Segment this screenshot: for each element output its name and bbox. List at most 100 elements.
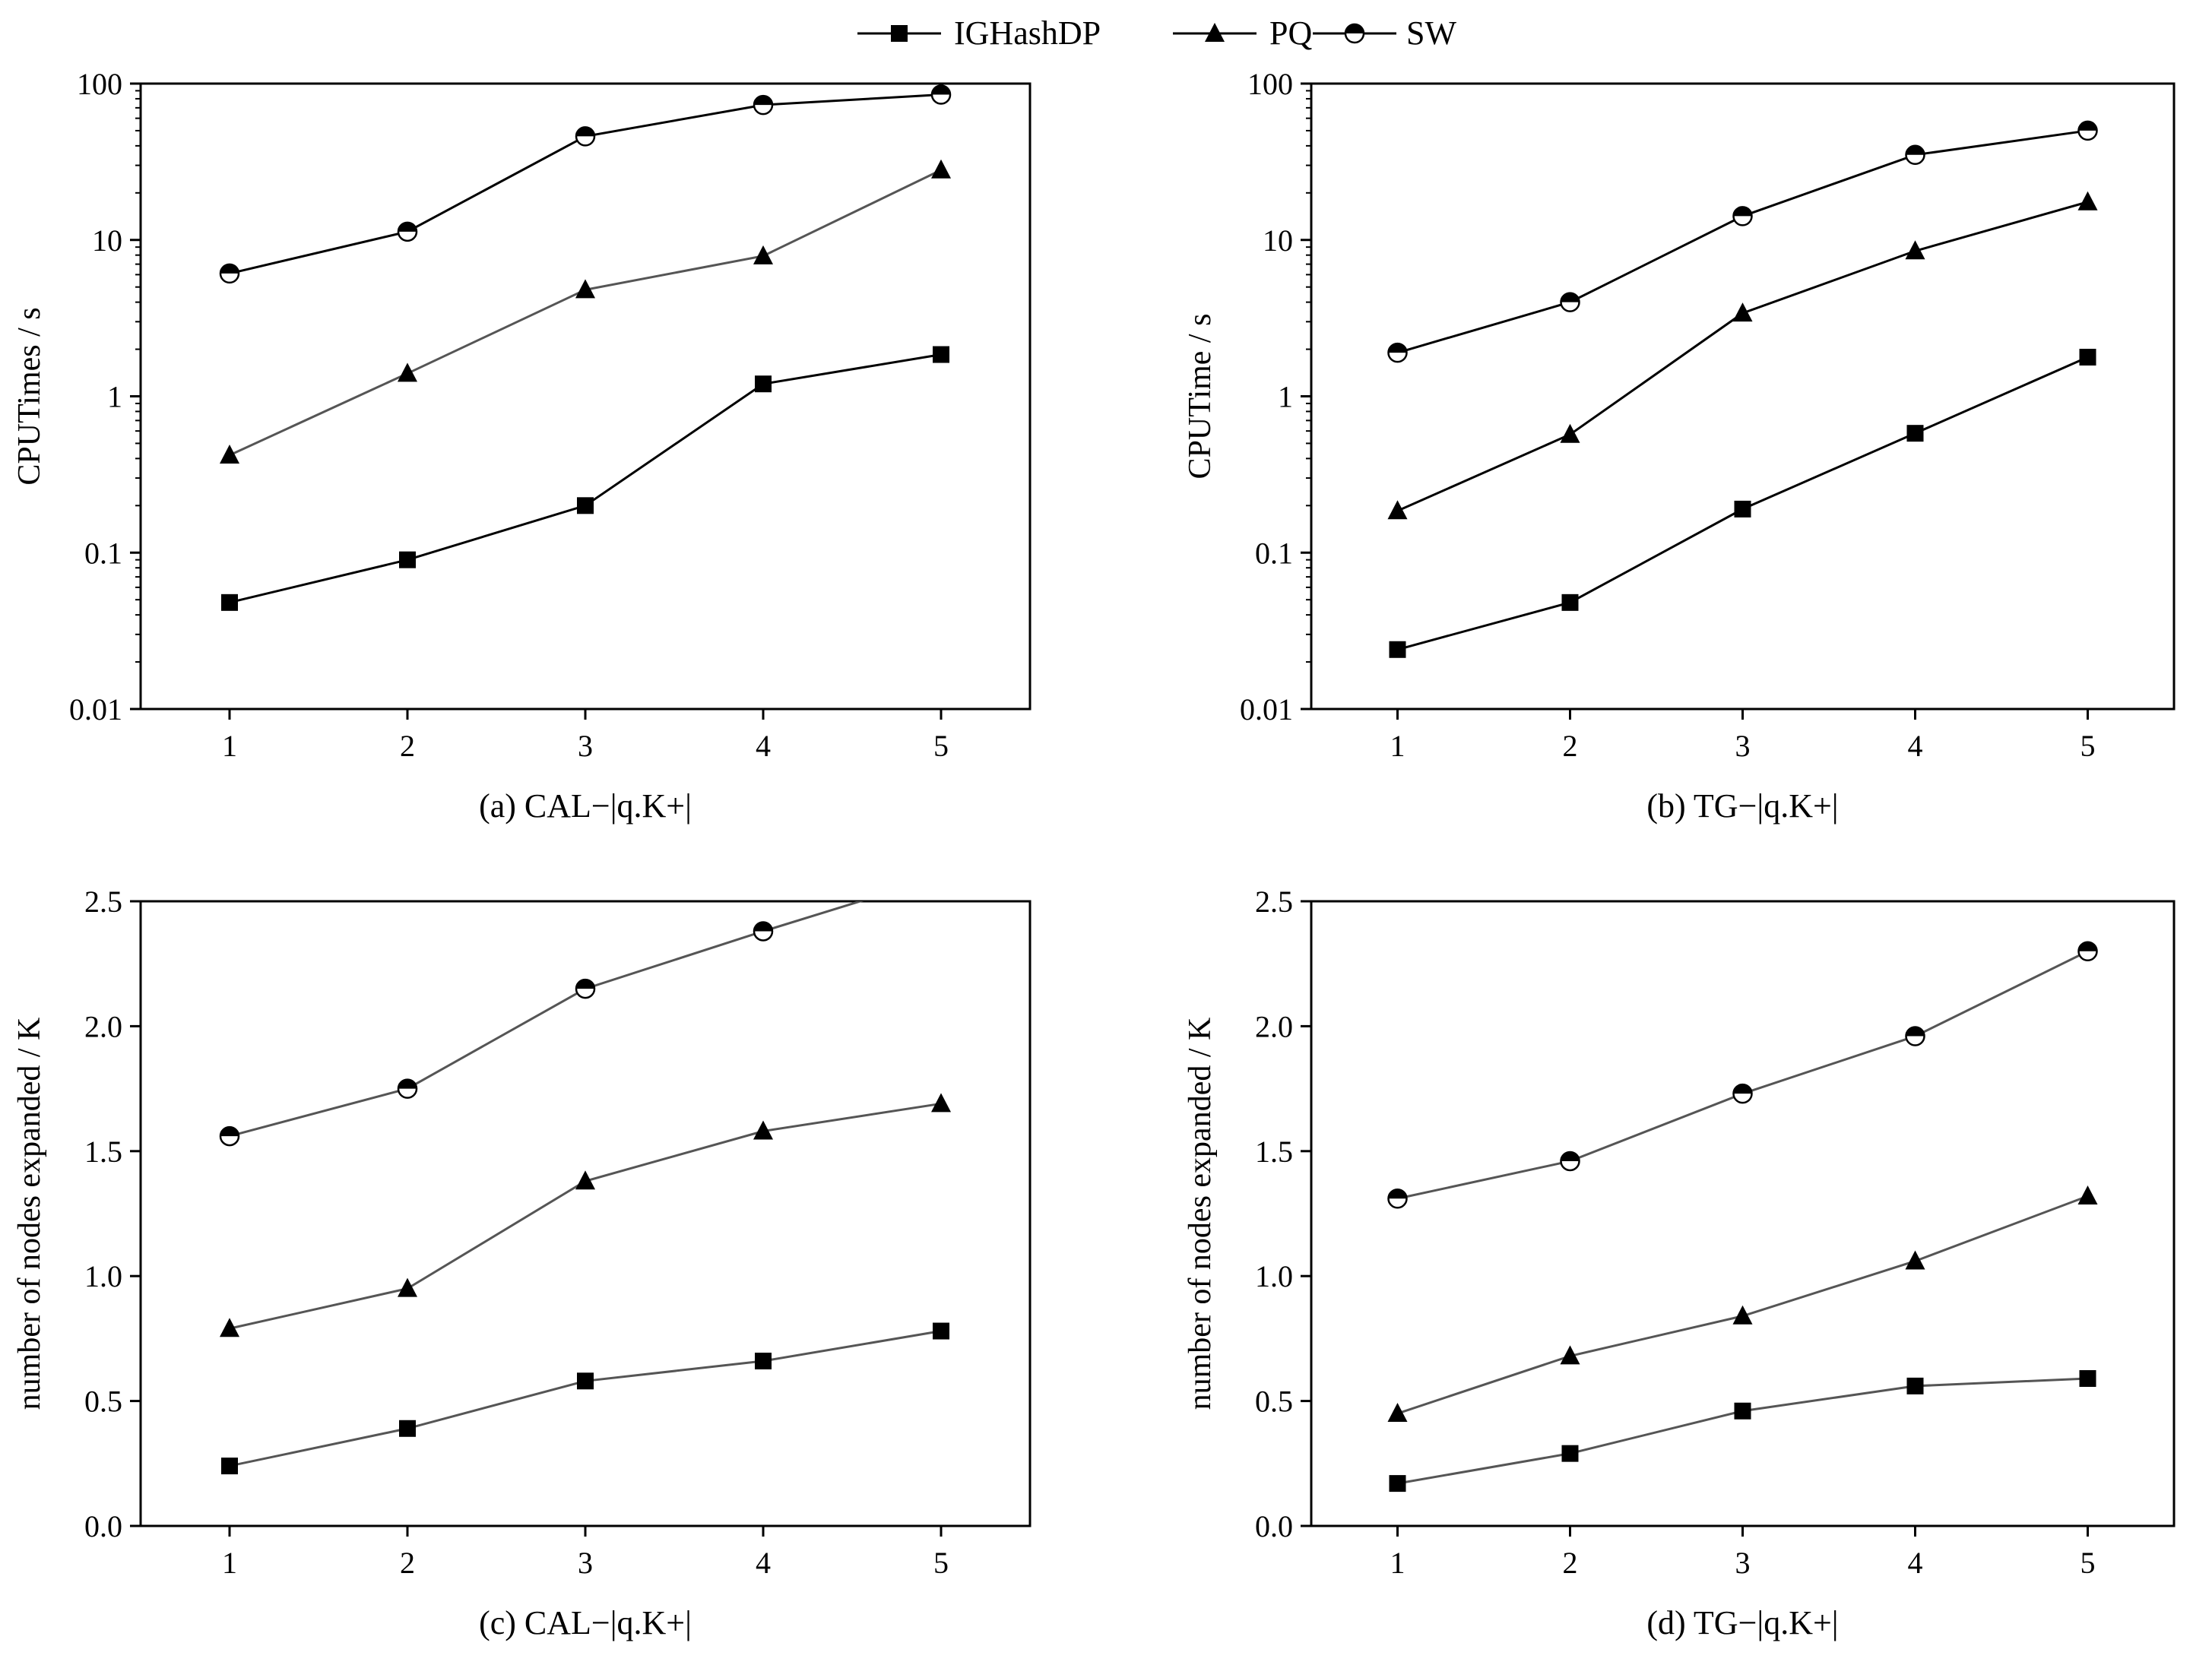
- data-point-sw: [753, 94, 774, 116]
- series-line-sw: [229, 901, 864, 1138]
- panel-d: 0.0 0.5 1.0 1.5 2.0 2.5 1 2 3 4 5 number of nodes e…: [1183, 885, 2176, 1641]
- y-tick-label: 10: [92, 223, 122, 258]
- data-point-sw: [575, 126, 596, 147]
- y-tick-label: 1.0: [1255, 1259, 1293, 1293]
- data-point-ighashdp: [221, 1458, 238, 1475]
- data-point-sw: [397, 1078, 418, 1099]
- legend-item-ighashdp: IGHashDP: [857, 14, 1101, 52]
- y-axis-title: CPUTimes / s: [12, 307, 47, 485]
- data-point-ighashdp: [1561, 594, 1579, 611]
- y-tick-label: 100: [1247, 67, 1293, 101]
- data-point-sw: [1560, 1151, 1580, 1172]
- panel-caption: (c) CAL−|q.K+|: [479, 1604, 692, 1641]
- data-point-pq: [575, 279, 595, 299]
- data-point-sw: [930, 84, 952, 105]
- y-tick-label: 2.5: [1255, 885, 1293, 919]
- data-point-ighashdp: [1561, 1445, 1579, 1462]
- series-line-pq: [1396, 201, 2088, 512]
- y-tick-label: 0.01: [1240, 692, 1293, 726]
- series-line-sw: [1397, 950, 2089, 1200]
- x-tick-label: 4: [1908, 729, 1923, 763]
- x-tick-label: 4: [756, 729, 771, 763]
- legend: IGHashDP PQ SW: [857, 14, 1456, 52]
- x-tick-label: 5: [2080, 1546, 2096, 1580]
- y-tick-label: 0.1: [84, 536, 122, 570]
- panel-b: 0.01 0.1 1 10 100 1 2 3 4 5 CPUTime / s (b) TG−|q.K…: [1183, 67, 2176, 825]
- data-point-ighashdp: [1906, 1377, 1924, 1394]
- data-point-ighashdp: [755, 1352, 772, 1369]
- data-point-pq: [2077, 191, 2098, 210]
- series-line-sw: [229, 93, 942, 275]
- marker-layer: [219, 921, 951, 1475]
- data-point-ighashdp: [933, 1322, 949, 1340]
- panel-caption: (a) CAL−|q.K+|: [479, 787, 692, 825]
- x-tick-label: 2: [1563, 729, 1578, 763]
- data-point-sw: [2077, 120, 2098, 141]
- y-tick-label: 0.5: [1255, 1385, 1293, 1419]
- data-point-ighashdp: [933, 346, 949, 363]
- legend-label: IGHashDP: [954, 14, 1101, 52]
- x-tick-label: 3: [1735, 729, 1751, 763]
- y-tick-label: 2.0: [84, 1009, 122, 1043]
- y-tick-label: 1: [1278, 380, 1293, 414]
- legend-item-pq: PQ: [1173, 14, 1312, 52]
- panel-caption: (b) TG−|q.K+|: [1646, 787, 1838, 825]
- data-point-pq: [575, 1170, 595, 1190]
- data-point-sw: [1732, 1083, 1753, 1104]
- data-point-sw: [753, 921, 774, 942]
- marker-layer: [1387, 120, 2098, 658]
- y-tick-label: 2.5: [84, 885, 122, 919]
- data-point-ighashdp: [1734, 500, 1751, 518]
- legend-item-sw: SW: [1313, 14, 1456, 52]
- y-tick-label: 0.1: [1255, 536, 1293, 570]
- y-tick-label: 1.5: [84, 1135, 122, 1169]
- y-tick-label: 0.5: [84, 1385, 122, 1419]
- y-tick-label: 10: [1263, 223, 1293, 258]
- x-tick-label: 4: [756, 1546, 771, 1580]
- data-point-pq: [931, 159, 951, 179]
- data-point-sw: [1560, 292, 1580, 312]
- x-tick-label: 3: [578, 729, 593, 763]
- data-point-pq: [1732, 302, 1753, 322]
- data-point-sw: [219, 1125, 240, 1147]
- data-point-pq: [1560, 423, 1580, 443]
- x-tick-label: 5: [2080, 729, 2096, 763]
- x-tick-label: 4: [1908, 1546, 1923, 1580]
- data-point-ighashdp: [1389, 1475, 1406, 1492]
- data-point-pq: [220, 445, 239, 464]
- panel-a: 0.01 0.1 1 10 100 1 2 3 4 5 CPUTimes / s (a) CAL−|q…: [12, 67, 1032, 825]
- x-tick-label: 1: [222, 729, 237, 763]
- y-axis-title: CPUTime / s: [1183, 314, 1218, 480]
- data-point-sw: [575, 978, 596, 999]
- legend-label: SW: [1406, 14, 1456, 52]
- y-tick-label: 1: [107, 380, 122, 414]
- x-tick-label: 1: [222, 1546, 237, 1580]
- legend-label: PQ: [1269, 14, 1312, 52]
- data-point-sw: [1732, 206, 1753, 226]
- y-tick-label: 0.0: [1255, 1509, 1293, 1543]
- series-layer: [229, 93, 942, 604]
- data-point-pq: [398, 1277, 417, 1297]
- data-point-sw: [1905, 144, 1925, 166]
- data-point-pq: [931, 1093, 951, 1113]
- data-point-ighashdp: [1734, 1402, 1751, 1420]
- plot-frame: [139, 82, 1032, 711]
- data-point-sw: [1905, 1026, 1925, 1046]
- data-point-sw: [2077, 941, 2098, 962]
- data-point-pq: [1732, 1305, 1753, 1325]
- series-line-ighashdp: [229, 353, 942, 604]
- x-tick-label: 1: [1390, 729, 1405, 763]
- series-line-pq: [1397, 1195, 2089, 1415]
- data-point-pq: [753, 245, 773, 264]
- y-tick-label: 0.0: [84, 1509, 122, 1543]
- x-tick-label: 3: [1735, 1546, 1751, 1580]
- series-line-ighashdp: [1397, 1377, 2088, 1485]
- data-point-pq: [1905, 1250, 1925, 1270]
- y-axis-title: number of nodes expanded / K: [1183, 1018, 1218, 1410]
- marker-layer: [219, 84, 952, 611]
- series-line-pq: [229, 1102, 942, 1330]
- y-tick-label: 100: [77, 67, 122, 101]
- legend-marker-square: [891, 25, 908, 42]
